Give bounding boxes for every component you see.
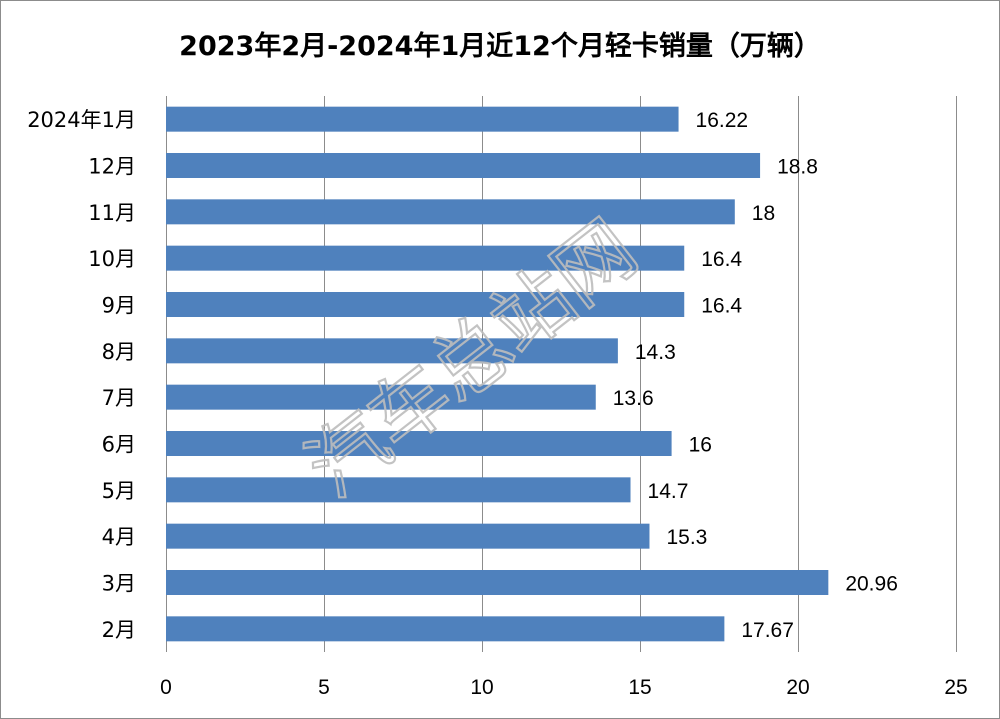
- category-label: 9月: [102, 294, 136, 318]
- x-tick-label: 15: [628, 676, 651, 699]
- category-label: 12月: [88, 155, 136, 179]
- data-label: 16.4: [701, 295, 742, 318]
- bar-8月: [166, 338, 618, 364]
- bar-6月: [166, 431, 672, 456]
- x-tick-label: 20: [786, 676, 809, 699]
- x-tick-label: 5: [318, 676, 330, 699]
- data-label: 20.96: [845, 573, 898, 596]
- bar-2024年1月: [166, 106, 679, 132]
- bar-10月: [166, 245, 685, 271]
- chart-title: 2023年2月-2024年1月近12个月轻卡销量（万辆）: [179, 31, 821, 62]
- bar-11月: [166, 199, 735, 225]
- grid-lines: [166, 96, 957, 652]
- bar-9月: [166, 292, 685, 317]
- data-label: 18: [752, 202, 775, 225]
- bar-3月: [166, 570, 829, 595]
- bar-4月: [166, 523, 650, 549]
- bar-12月: [166, 153, 761, 178]
- data-label: 15.3: [666, 526, 707, 549]
- data-label: 18.8: [777, 156, 818, 179]
- bar-7月: [166, 384, 596, 410]
- category-label: 2024年1月: [27, 108, 136, 132]
- data-label: 13.6: [613, 387, 654, 410]
- data-label: 16.4: [701, 248, 742, 271]
- category-label: 8月: [102, 340, 136, 364]
- category-labels: 2024年1月 12月 11月 10月 9月 8月 7月 6月 5月 4月 3月 2月: [27, 108, 136, 642]
- category-label: 7月: [102, 386, 136, 410]
- data-label: 17.67: [741, 619, 794, 642]
- x-tick-label: 10: [470, 676, 493, 699]
- x-tick-label: 25: [944, 676, 967, 699]
- bars: [166, 106, 829, 642]
- data-label: 16: [689, 434, 712, 457]
- x-tick-labels: 0 5 10 15 20 25: [160, 676, 968, 699]
- category-label: 2月: [102, 618, 136, 642]
- category-label: 4月: [102, 525, 136, 549]
- bar-2月: [166, 616, 725, 642]
- category-label: 10月: [88, 247, 136, 271]
- category-label: 3月: [102, 572, 136, 596]
- data-label: 16.22: [696, 109, 749, 132]
- data-label: 14.7: [648, 480, 689, 503]
- data-label: 14.3: [635, 341, 676, 364]
- category-label: 5月: [102, 479, 136, 503]
- x-tick-label: 0: [160, 676, 172, 699]
- bar-5月: [166, 477, 631, 503]
- category-label: 6月: [102, 433, 136, 457]
- category-label: 11月: [88, 201, 136, 225]
